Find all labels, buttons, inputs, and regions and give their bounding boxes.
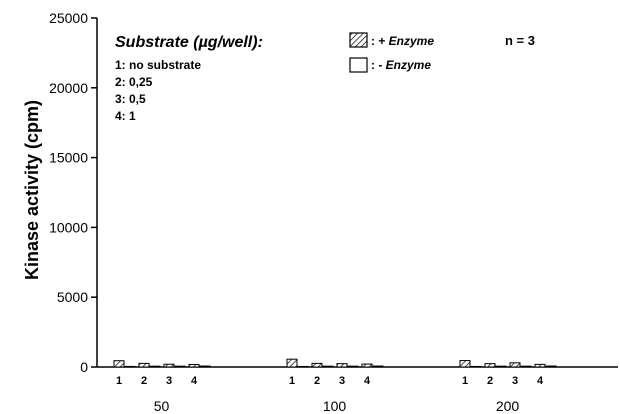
bar-minus-enzyme-200-3 — [520, 365, 532, 368]
bar-plus-enzyme-200-1 — [459, 360, 471, 368]
bar-plus-enzyme-100-1 — [286, 358, 298, 368]
substrate-item-2: 2: 0,25 — [115, 75, 153, 89]
y-tick-label-20000: 20000 — [49, 80, 88, 96]
legend-swatch-plus-enzyme — [349, 32, 368, 48]
y-axis-title: Kinase activity (cpm) — [22, 100, 42, 280]
substrate-item-4: 4: 1 — [115, 109, 136, 123]
bar-plus-enzyme-100-2 — [311, 362, 323, 368]
bar-minus-enzyme-50-3 — [174, 365, 186, 368]
y-ticks: 0 5000 10000 15000 20000 25000 — [49, 10, 97, 375]
x-sub-label-100-2: 2 — [314, 375, 320, 387]
bar-minus-enzyme-100-2 — [322, 365, 334, 368]
bar-minus-enzyme-100-1 — [297, 365, 309, 368]
x-sub-label-100-3: 3 — [339, 375, 345, 387]
bars — [113, 358, 557, 368]
y-tick-label-10000: 10000 — [49, 219, 88, 235]
bar-minus-enzyme-50-4 — [199, 365, 211, 368]
bar-plus-enzyme-200-3 — [509, 362, 521, 368]
x-sub-label-100-1: 1 — [289, 375, 295, 387]
bar-minus-enzyme-200-2 — [495, 365, 507, 368]
bar-plus-enzyme-50-1 — [113, 360, 125, 368]
legend-label-minus-enzyme: : - Enzyme — [371, 58, 431, 72]
legend-swatch-minus-enzyme — [349, 57, 368, 73]
bar-minus-enzyme-200-1 — [470, 365, 482, 368]
bar-plus-enzyme-100-4 — [361, 363, 373, 368]
substrate-title: Substrate (µg/well): — [115, 34, 263, 51]
bar-plus-enzyme-200-2 — [484, 363, 496, 368]
y-tick-label-15000: 15000 — [49, 150, 88, 166]
y-tick-label-25000: 25000 — [49, 10, 88, 26]
x-sub-label-50-1: 1 — [116, 375, 122, 387]
bar-minus-enzyme-100-3 — [347, 365, 359, 368]
bar-plus-enzyme-50-3 — [163, 363, 175, 368]
x-sub-label-50-4: 4 — [191, 375, 198, 387]
x-sub-label-200-1: 1 — [462, 375, 468, 387]
bar-minus-enzyme-50-2 — [149, 365, 161, 368]
x-sub-label-50-3: 3 — [166, 375, 172, 387]
bar-minus-enzyme-50-1 — [124, 365, 136, 368]
legend-label-plus-enzyme: : + Enzyme — [371, 34, 434, 48]
y-tick-label-0: 0 — [80, 359, 88, 375]
x-group-label-100: 100 — [323, 398, 347, 414]
bar-plus-enzyme-50-4 — [188, 363, 200, 368]
substrate-item-1: 1: no substrate — [115, 58, 201, 72]
x-sub-label-200-2: 2 — [487, 375, 493, 387]
x-sub-label-50-2: 2 — [141, 375, 147, 387]
x-labels: 1 2 3 4 50 1 2 3 4 100 1 2 3 4 200 — [116, 375, 544, 414]
x-sub-label-100-4: 4 — [364, 375, 371, 387]
y-tick-label-5000: 5000 — [57, 289, 88, 305]
x-sub-label-200-4: 4 — [537, 375, 544, 387]
x-sub-label-200-3: 3 — [512, 375, 518, 387]
bar-plus-enzyme-100-3 — [336, 363, 348, 368]
n-label: n = 3 — [505, 33, 535, 48]
substrate-item-3: 3: 0,5 — [115, 92, 146, 106]
bar-minus-enzyme-100-4 — [372, 365, 384, 368]
bar-plus-enzyme-200-4 — [534, 363, 546, 368]
bar-minus-enzyme-200-4 — [545, 365, 557, 368]
bar-plus-enzyme-50-2 — [138, 362, 150, 368]
x-group-label-50: 50 — [154, 398, 170, 414]
x-group-label-200: 200 — [496, 398, 520, 414]
